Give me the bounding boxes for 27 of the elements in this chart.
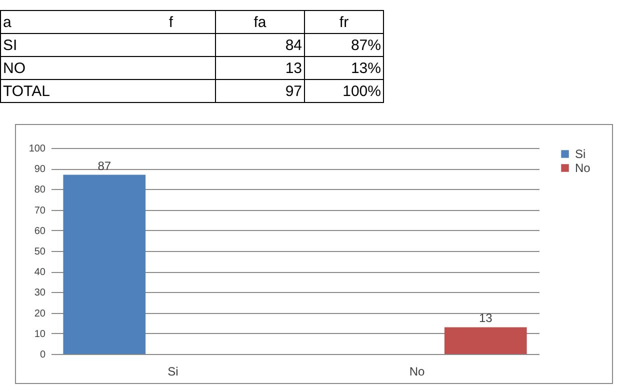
data-label: 13 <box>478 311 493 326</box>
text: 13% <box>304 56 384 80</box>
text: a <box>3 14 12 30</box>
y-tick-label: 70 <box>34 205 46 216</box>
text: 84 <box>216 34 304 56</box>
y-tick-label: 100 <box>28 144 46 154</box>
text: fa <box>216 10 304 34</box>
y-tick-label: 0 <box>40 350 46 360</box>
text: 13 <box>216 56 304 80</box>
y-tick-label: 40 <box>34 267 46 278</box>
text: f <box>168 14 173 30</box>
text: TOTAL <box>0 80 216 102</box>
text: 87% <box>304 34 384 56</box>
legend-label: No <box>575 161 591 175</box>
text: SI <box>0 34 216 56</box>
y-tick-label: 60 <box>34 226 46 237</box>
text: NO <box>0 56 216 80</box>
y-tick-label: 50 <box>34 246 46 258</box>
y-tick-label: 30 <box>34 288 46 299</box>
y-tick-label: 10 <box>34 328 46 340</box>
text: 97 <box>216 80 304 102</box>
y-tick-label: 80 <box>34 184 46 196</box>
text: 100% <box>304 80 384 102</box>
y-tick-label: 20 <box>34 308 46 320</box>
y-tick-label: 90 <box>34 164 46 176</box>
text: fr <box>304 10 384 34</box>
legend-label: Si <box>575 147 586 161</box>
